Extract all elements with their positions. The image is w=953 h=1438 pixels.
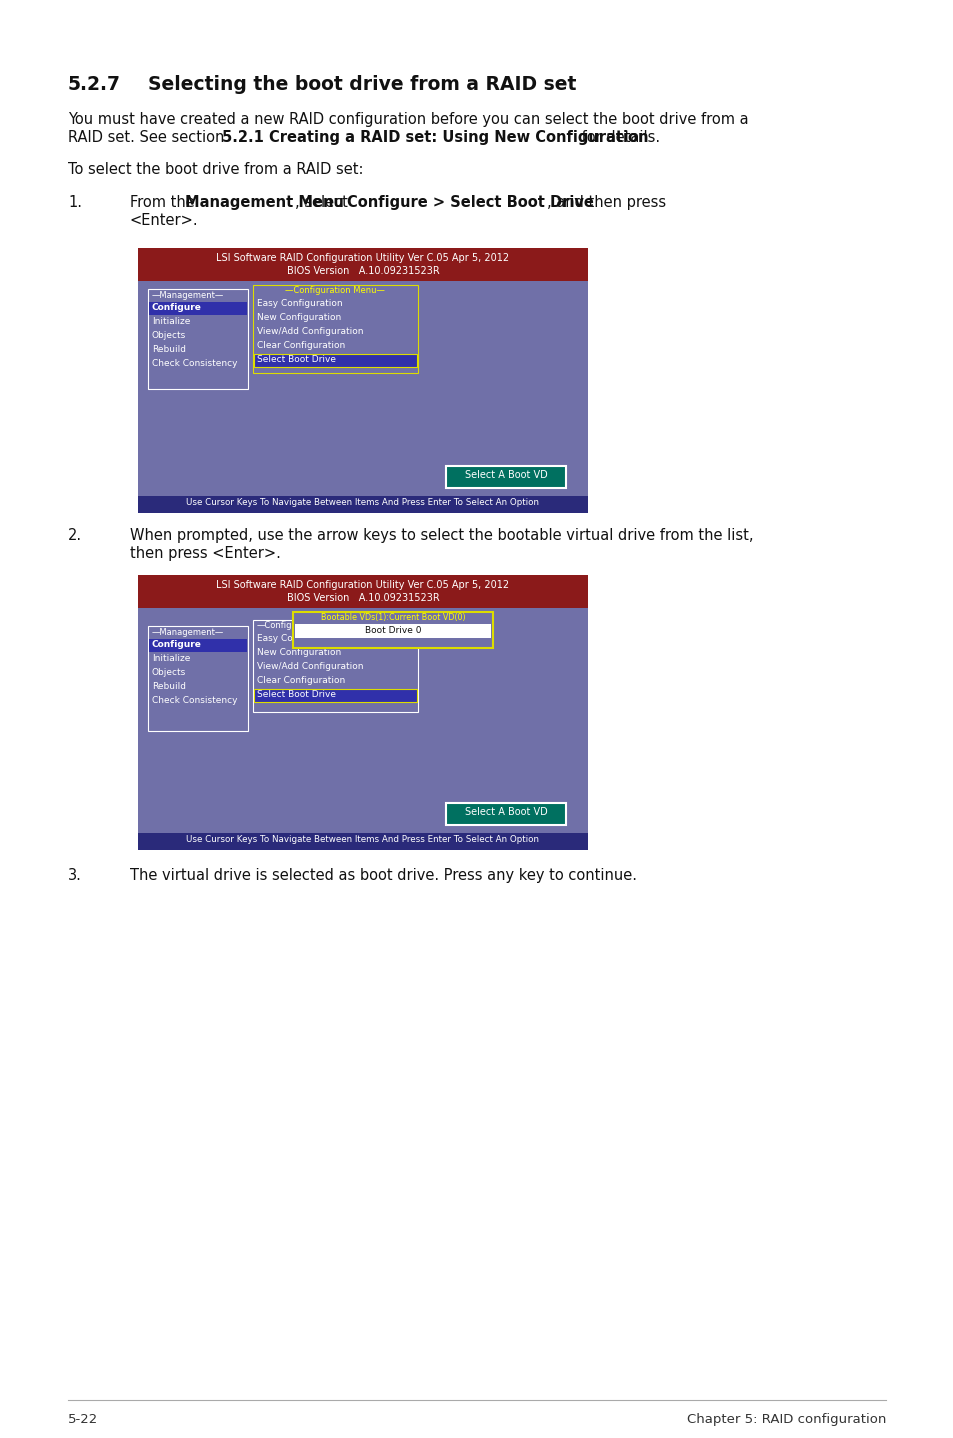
Bar: [138, 247, 587, 513]
Text: 1.: 1.: [68, 196, 82, 210]
Text: Check Consistency: Check Consistency: [152, 696, 237, 705]
Text: Select A Boot VD: Select A Boot VD: [464, 807, 547, 817]
Bar: [446, 466, 565, 487]
Bar: [253, 285, 417, 372]
Text: The virtual drive is selected as boot drive. Press any key to continue.: The virtual drive is selected as boot dr…: [130, 869, 637, 883]
Text: Management Menu: Management Menu: [185, 196, 343, 210]
Text: LSI Software RAID Configuration Utility Ver C.05 Apr 5, 2012: LSI Software RAID Configuration Utility …: [216, 580, 509, 590]
Text: 5.2.1 Creating a RAID set: Using New Configuration: 5.2.1 Creating a RAID set: Using New Con…: [222, 129, 648, 145]
Text: , and then press: , and then press: [546, 196, 665, 210]
Text: Easy Co...: Easy Co...: [256, 634, 301, 643]
Text: <Enter>.: <Enter>.: [130, 213, 198, 229]
Bar: [148, 626, 248, 731]
Text: From the: From the: [130, 196, 199, 210]
Text: 2.: 2.: [68, 528, 82, 544]
Text: —Config: —Config: [256, 621, 293, 630]
Text: BIOS Version   A.10.09231523R: BIOS Version A.10.09231523R: [286, 592, 439, 603]
Bar: [138, 575, 587, 608]
Bar: [294, 624, 491, 638]
Bar: [149, 302, 247, 315]
Text: —Management—: —Management—: [152, 290, 224, 301]
Text: then press <Enter>.: then press <Enter>.: [130, 546, 280, 561]
Text: Configure > Select Boot Drive: Configure > Select Boot Drive: [347, 196, 594, 210]
Text: Chapter 5: RAID configuration: Chapter 5: RAID configuration: [686, 1414, 885, 1426]
Text: Select Boot Drive: Select Boot Drive: [256, 355, 335, 364]
Text: 5.2.7: 5.2.7: [68, 75, 121, 93]
Text: To select the boot drive from a RAID set:: To select the boot drive from a RAID set…: [68, 162, 363, 177]
Text: —Management—: —Management—: [152, 628, 224, 637]
Text: 3.: 3.: [68, 869, 82, 883]
Text: You must have created a new RAID configuration before you can select the boot dr: You must have created a new RAID configu…: [68, 112, 748, 127]
Bar: [138, 496, 587, 513]
Text: RAID set. See section: RAID set. See section: [68, 129, 229, 145]
Text: Select Boot Drive: Select Boot Drive: [256, 690, 335, 699]
Text: View/Add Configuration: View/Add Configuration: [256, 661, 363, 672]
Bar: [253, 620, 417, 712]
Bar: [138, 575, 587, 850]
Bar: [446, 802, 565, 825]
Text: Check Consistency: Check Consistency: [152, 360, 237, 368]
Text: Rebuild: Rebuild: [152, 345, 186, 354]
Text: —Configuration Menu—: —Configuration Menu—: [285, 286, 384, 295]
Text: Use Cursor Keys To Navigate Between Items And Press Enter To Select An Option: Use Cursor Keys To Navigate Between Item…: [186, 835, 539, 844]
Text: Configure: Configure: [152, 303, 202, 312]
Text: View/Add Configuration: View/Add Configuration: [256, 326, 363, 336]
Text: 5-22: 5-22: [68, 1414, 98, 1426]
Text: Objects: Objects: [152, 669, 186, 677]
Text: Easy Configuration: Easy Configuration: [256, 299, 342, 308]
Text: Clear Configuration: Clear Configuration: [256, 341, 345, 349]
Text: Objects: Objects: [152, 331, 186, 339]
Text: Initialize: Initialize: [152, 654, 191, 663]
Text: Initialize: Initialize: [152, 316, 191, 326]
Bar: [253, 689, 416, 702]
Text: Configure: Configure: [152, 640, 202, 649]
Bar: [138, 833, 587, 850]
Text: Clear Configuration: Clear Configuration: [256, 676, 345, 684]
Text: Selecting the boot drive from a RAID set: Selecting the boot drive from a RAID set: [148, 75, 576, 93]
Text: , select: , select: [294, 196, 352, 210]
Text: for details.: for details.: [577, 129, 659, 145]
Text: New Configuration: New Configuration: [256, 313, 341, 322]
Text: Bootable VDs(1):Current Boot VD(0): Bootable VDs(1):Current Boot VD(0): [320, 613, 465, 623]
Text: Boot Drive 0: Boot Drive 0: [364, 626, 421, 636]
Text: When prompted, use the arrow keys to select the bootable virtual drive from the : When prompted, use the arrow keys to sel…: [130, 528, 753, 544]
Text: BIOS Version   A.10.09231523R: BIOS Version A.10.09231523R: [286, 266, 439, 276]
Text: Select A Boot VD: Select A Boot VD: [464, 470, 547, 480]
Bar: [253, 354, 416, 367]
Text: LSI Software RAID Configuration Utility Ver C.05 Apr 5, 2012: LSI Software RAID Configuration Utility …: [216, 253, 509, 263]
Bar: [148, 289, 248, 390]
Text: Use Cursor Keys To Navigate Between Items And Press Enter To Select An Option: Use Cursor Keys To Navigate Between Item…: [186, 498, 539, 508]
Bar: [293, 613, 493, 649]
Text: Rebuild: Rebuild: [152, 682, 186, 692]
Bar: [138, 247, 587, 280]
Bar: [149, 638, 247, 651]
Text: New Configuration: New Configuration: [256, 649, 341, 657]
